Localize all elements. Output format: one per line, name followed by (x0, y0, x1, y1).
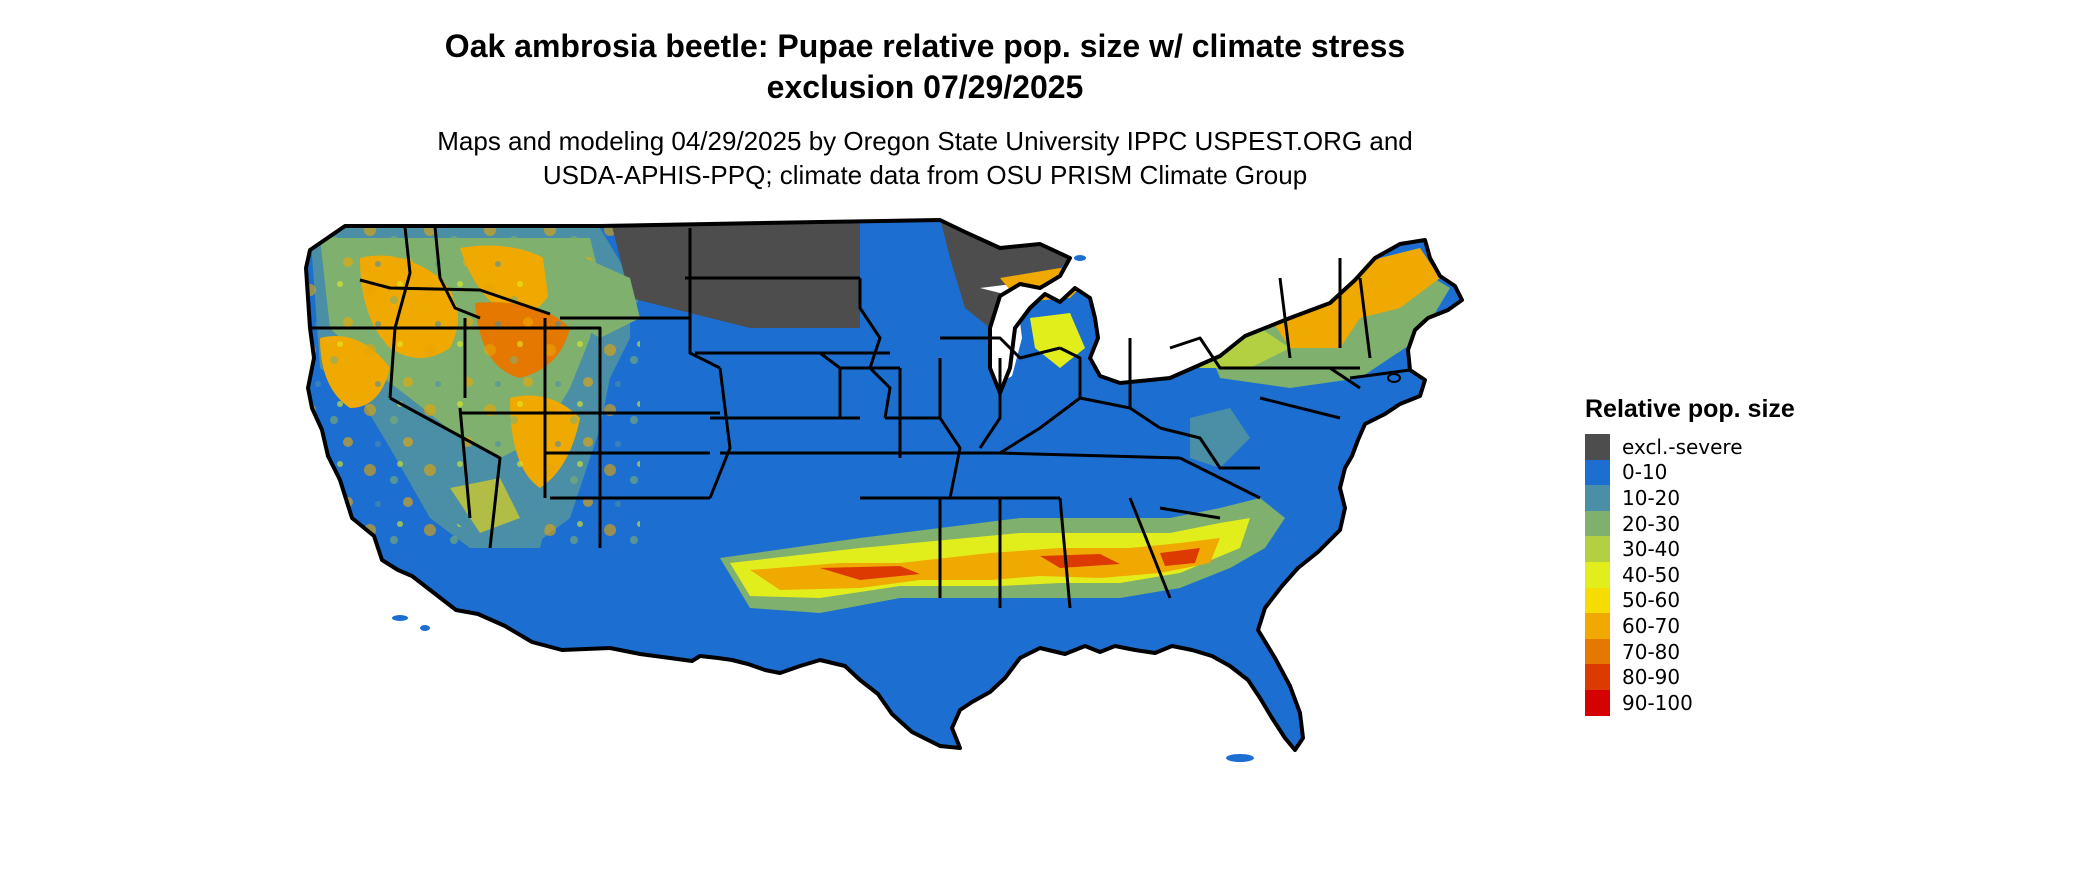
legend-label: 40-50 (1622, 562, 1681, 587)
legend-items: excl.-severe 0-10 10-20 20-30 30-40 40-50 50-6… (1585, 434, 1905, 716)
appalachian-green (1190, 408, 1250, 468)
legend-item: excl.-severe (1585, 434, 1905, 460)
legend-item: 30-40 (1585, 536, 1905, 562)
legend-label: 60-70 (1622, 613, 1681, 638)
legend-label: 0-10 (1622, 460, 1668, 485)
map-subtitle-line-2: USDA-APHIS-PPQ; climate data from OSU PR… (542, 160, 1308, 190)
legend-swatch (1585, 434, 1610, 460)
mt-green (540, 238, 640, 338)
state-borders (304, 218, 1464, 752)
legend-swatch (1585, 510, 1610, 537)
legend-label: 50-60 (1622, 588, 1681, 613)
legend-swatch (1585, 664, 1610, 690)
legend-label: excl.-severe (1622, 434, 1743, 459)
map-subtitle-line-1: Maps and modeling 04/29/2025 by Oregon S… (437, 126, 1413, 156)
map-title: Oak ambrosia beetle: Pupae relative pop.… (350, 26, 1500, 108)
legend-swatch (1585, 561, 1610, 588)
legend-label: 70-80 (1622, 639, 1681, 664)
legend-label: 30-40 (1622, 537, 1681, 562)
legend-item: 90-100 (1585, 689, 1905, 716)
legend-label: 20-30 (1622, 511, 1681, 536)
legend-swatch (1585, 689, 1610, 716)
legend-item: 0-10 (1585, 459, 1905, 486)
legend-swatch (1585, 613, 1610, 639)
legend-swatch (1585, 536, 1610, 562)
legend-item: 80-90 (1585, 664, 1905, 690)
us-map-svg (304, 218, 1464, 762)
legend-item: 10-20 (1585, 485, 1905, 511)
legend-swatch (1585, 638, 1610, 665)
legend-label: 10-20 (1622, 485, 1681, 510)
legend-item: 40-50 (1585, 561, 1905, 588)
legend-item: 60-70 (1585, 613, 1905, 639)
map-legend: Relative pop. size excl.-severe 0-10 10-20… (1585, 394, 1905, 716)
legend-item: 70-80 (1585, 638, 1905, 665)
legend-swatch (1585, 459, 1610, 486)
coastal-islands (392, 255, 1401, 762)
map-title-line-1: Oak ambrosia beetle: Pupae relative pop.… (444, 28, 1406, 64)
map-subtitle: Maps and modeling 04/29/2025 by Oregon S… (350, 124, 1500, 192)
legend-label: 80-90 (1622, 665, 1681, 690)
map-title-line-2: exclusion 07/29/2025 (766, 69, 1084, 105)
us-map (300, 218, 1560, 893)
legend-swatch (1585, 485, 1610, 511)
ne-orange (1270, 248, 1440, 348)
north-exclusion (610, 220, 860, 328)
south-belt-red (820, 548, 1200, 580)
legend-swatch (1585, 587, 1610, 614)
legend-item: 50-60 (1585, 587, 1905, 614)
legend-title: Relative pop. size (1585, 395, 1795, 423)
legend-label: 90-100 (1622, 690, 1693, 715)
map-fill-layer (306, 220, 1462, 750)
legend-item: 20-30 (1585, 510, 1905, 537)
